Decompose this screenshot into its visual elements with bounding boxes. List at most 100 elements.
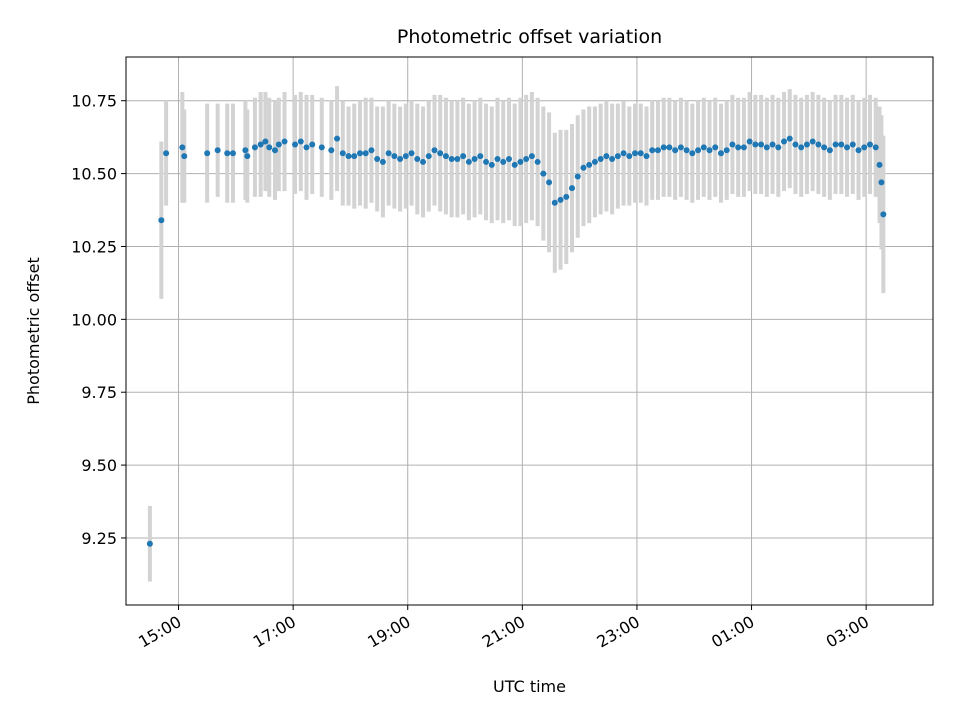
data-point <box>758 141 765 148</box>
data-point <box>397 156 404 163</box>
data-point <box>717 150 724 157</box>
data-point <box>471 156 478 163</box>
data-point <box>511 161 518 168</box>
data-point <box>580 164 587 171</box>
data-point <box>849 141 856 148</box>
data-point <box>454 156 461 163</box>
data-point <box>271 147 278 154</box>
data-point <box>597 156 604 163</box>
data-point <box>649 147 656 154</box>
data-point <box>181 153 188 160</box>
y-tick-label: 9.25 <box>81 529 117 548</box>
data-point <box>266 144 273 151</box>
data-point <box>746 138 753 145</box>
data-point <box>706 147 713 154</box>
data-point <box>574 173 581 180</box>
data-point <box>752 141 759 148</box>
data-point <box>689 150 696 157</box>
data-point <box>483 158 490 165</box>
data-point <box>505 156 512 163</box>
y-tick-label: 9.75 <box>81 383 117 402</box>
data-point <box>803 141 810 148</box>
x-axis-label: UTC time <box>493 677 566 696</box>
data-point <box>224 150 231 157</box>
data-point <box>632 150 639 157</box>
data-point <box>677 144 684 151</box>
data-point <box>229 150 236 157</box>
data-point <box>815 141 822 148</box>
data-point <box>643 153 650 160</box>
data-point <box>563 193 570 200</box>
data-point <box>723 147 730 154</box>
data-point <box>146 540 153 547</box>
data-point <box>318 144 325 151</box>
data-point <box>402 153 409 160</box>
data-point <box>700 144 707 151</box>
data-point <box>880 211 887 218</box>
data-point <box>500 158 507 165</box>
data-point <box>309 141 316 148</box>
data-point <box>551 199 558 206</box>
data-point <box>591 158 598 165</box>
y-axis-label: Photometric offset <box>24 257 43 405</box>
data-point <box>465 158 472 165</box>
data-point <box>838 141 845 148</box>
data-point <box>494 156 501 163</box>
data-point <box>626 153 633 160</box>
data-point <box>821 144 828 151</box>
data-point <box>214 147 221 154</box>
data-point <box>666 144 673 151</box>
data-point <box>379 158 386 165</box>
data-point <box>391 153 398 160</box>
data-point <box>442 153 449 160</box>
y-tick-label: 10.75 <box>71 92 117 111</box>
data-point <box>872 144 879 151</box>
data-point <box>351 153 358 160</box>
data-point <box>861 144 868 151</box>
data-point <box>163 150 170 157</box>
data-point <box>683 147 690 154</box>
data-point <box>517 158 524 165</box>
data-point <box>425 153 432 160</box>
data-point <box>855 147 862 154</box>
data-point <box>557 196 564 203</box>
data-point <box>654 147 661 154</box>
data-point <box>763 144 770 151</box>
data-point <box>878 179 885 186</box>
data-point <box>740 144 747 151</box>
data-point <box>712 144 719 151</box>
data-point <box>292 141 299 148</box>
data-point <box>328 147 335 154</box>
y-axis: 9.25 9.50 9.75 10.00 10.25 10.50 10.75 <box>71 92 126 548</box>
data-points <box>146 135 887 547</box>
data-point <box>262 138 269 145</box>
y-tick-label: 10.50 <box>71 165 117 184</box>
data-point <box>420 158 427 165</box>
y-tick-label: 10.00 <box>71 310 117 329</box>
data-point <box>660 144 667 151</box>
data-point <box>368 147 375 154</box>
data-point <box>809 138 816 145</box>
data-point <box>460 153 467 160</box>
data-point <box>339 150 346 157</box>
data-point <box>735 144 742 151</box>
data-point <box>431 147 438 154</box>
data-point <box>832 141 839 148</box>
plot-frame <box>125 56 934 606</box>
data-point <box>488 161 495 168</box>
data-point <box>303 144 310 151</box>
data-point <box>729 141 736 148</box>
data-point <box>603 153 610 160</box>
data-point <box>866 141 873 148</box>
data-point <box>568 185 575 192</box>
data-point <box>775 144 782 151</box>
data-point <box>242 147 249 154</box>
data-point <box>614 153 621 160</box>
chart-title: Photometric offset variation <box>397 26 662 48</box>
data-point <box>637 150 644 157</box>
data-point <box>275 141 282 148</box>
data-point <box>540 170 547 177</box>
data-point <box>792 141 799 148</box>
data-point <box>695 147 702 154</box>
